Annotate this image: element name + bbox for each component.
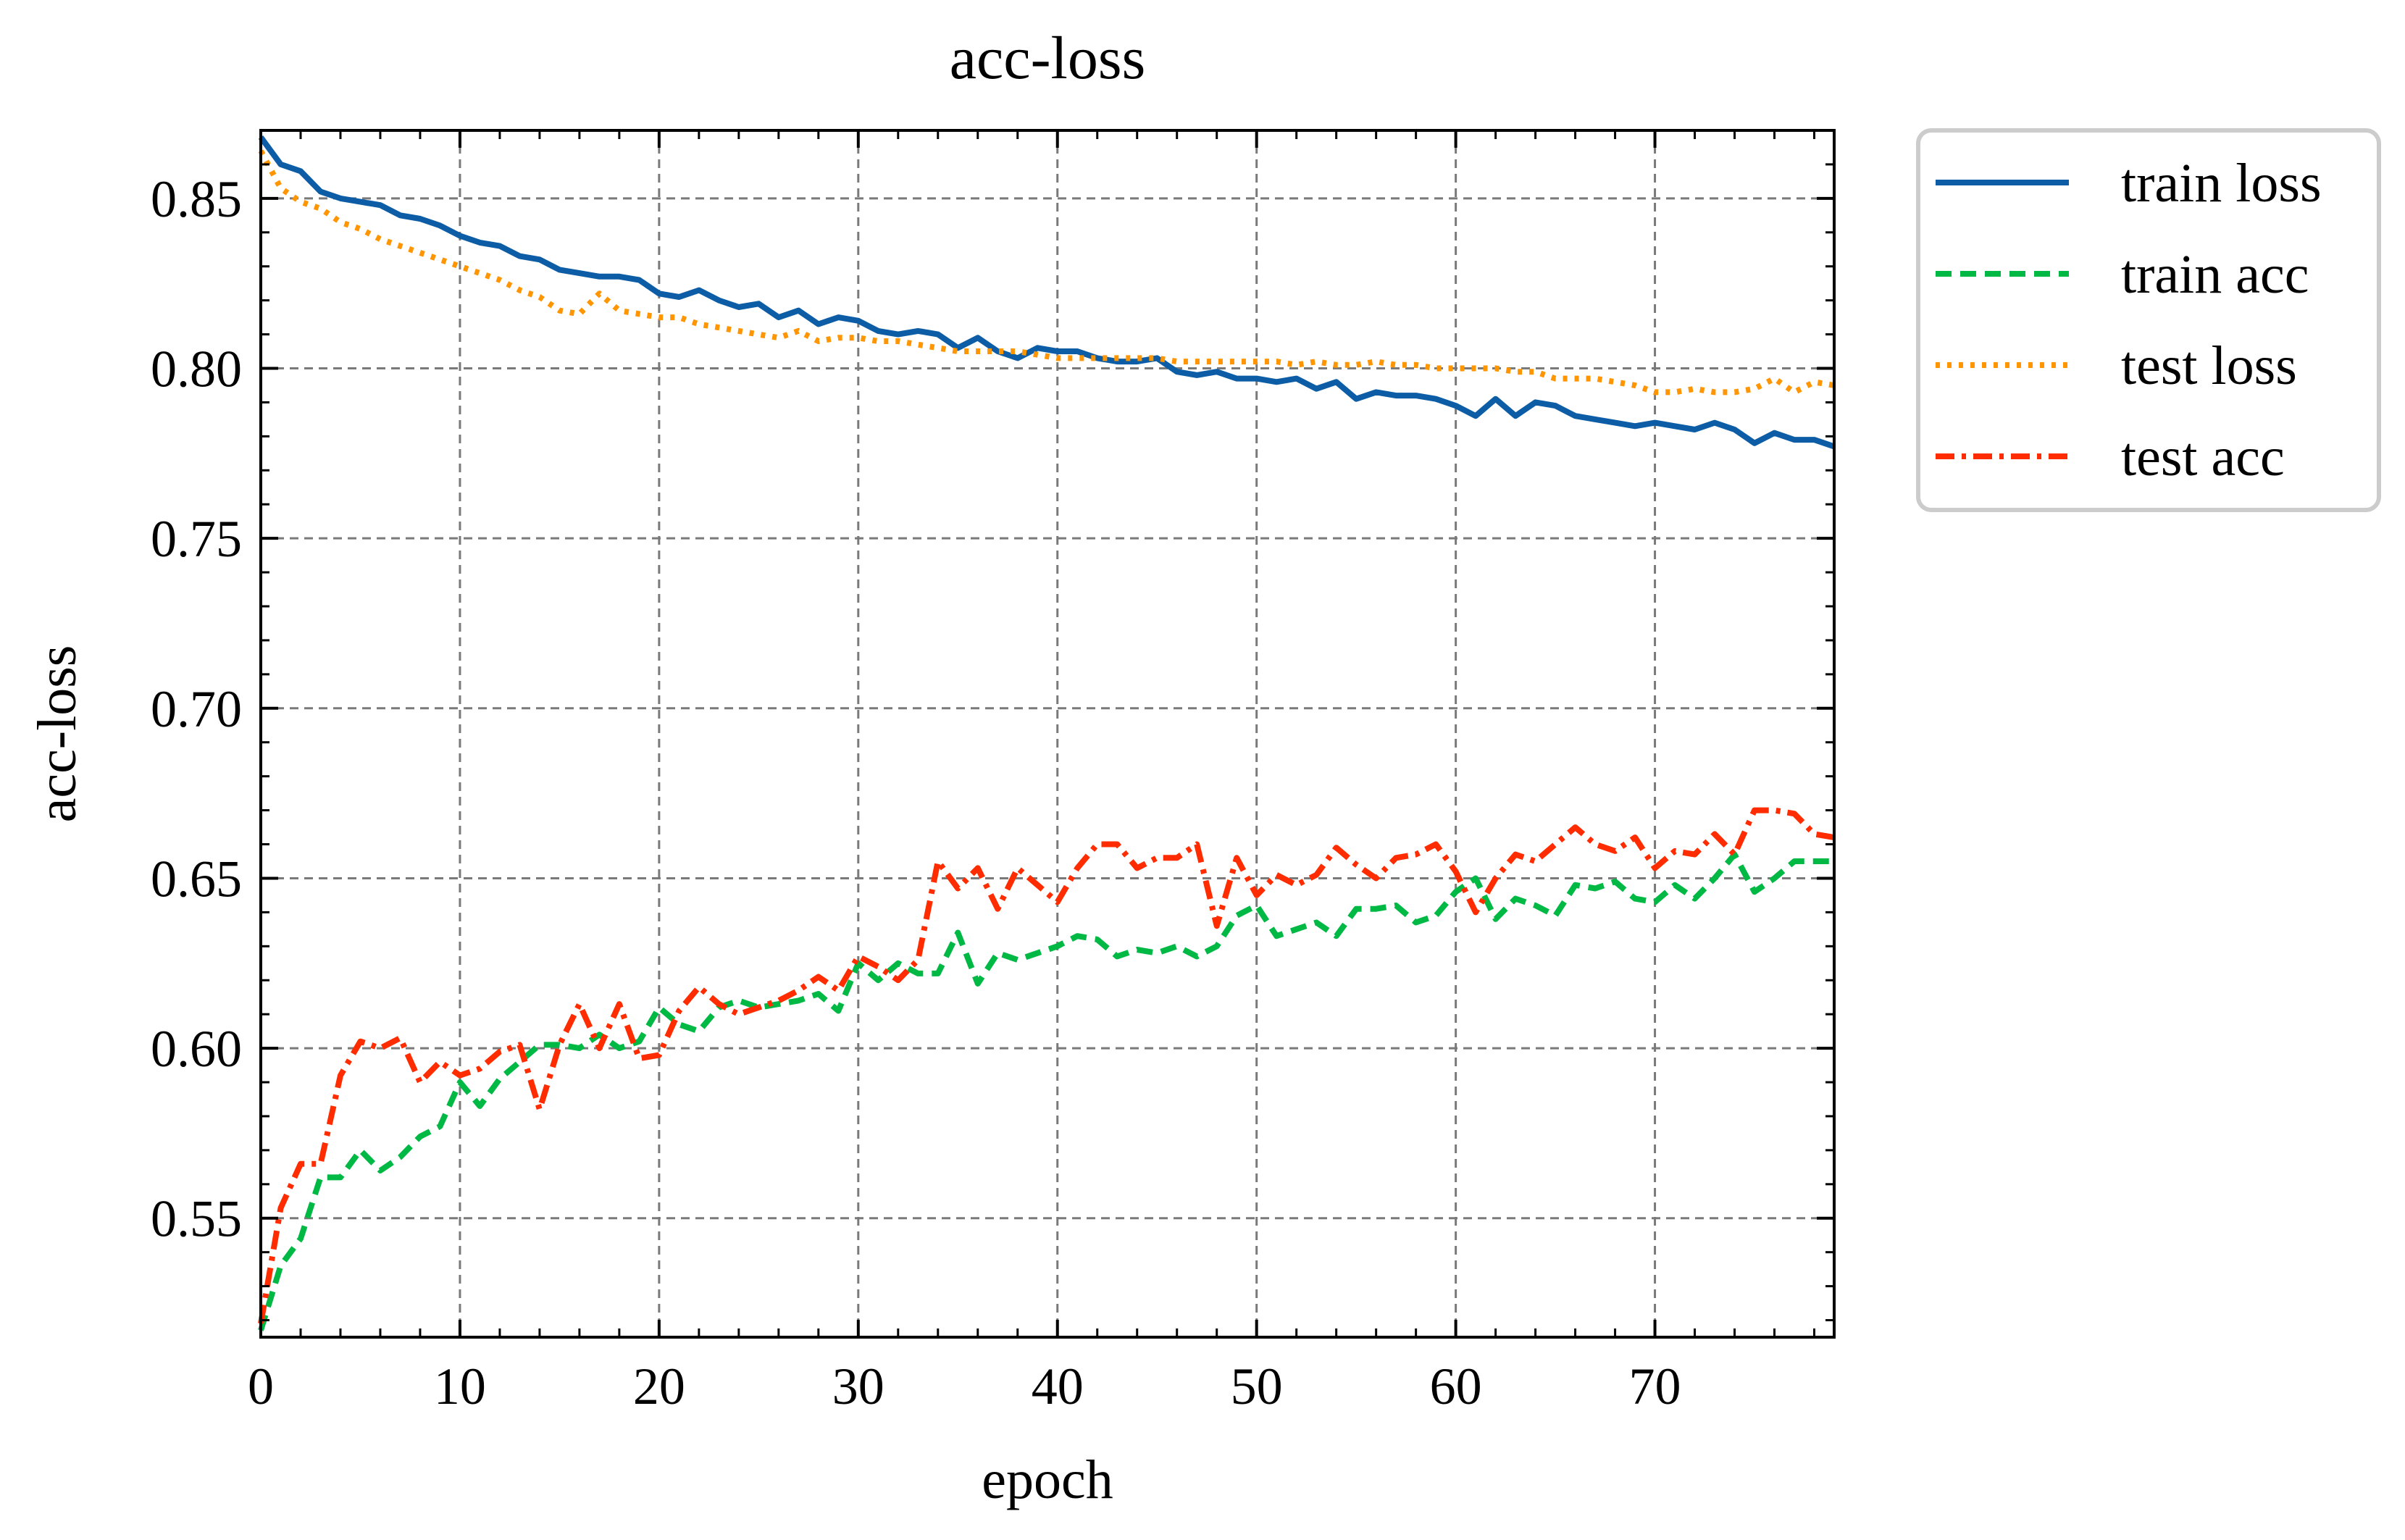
x-axis-title: epoch	[982, 1449, 1113, 1510]
y-tick-label: 0.85	[151, 170, 242, 228]
grid	[259, 130, 1834, 1337]
legend-label-test-acc: test acc	[2121, 427, 2285, 487]
tick-labels: 0 10 20 30 40 50 60 70 0.55 0.60 0.65 0.70 0.75 0.80 0…	[151, 170, 1681, 1415]
y-tick-label: 0.70	[151, 680, 242, 738]
y-tick-label: 0.60	[151, 1020, 242, 1078]
y-axis-title: acc-loss	[27, 645, 88, 823]
y-tick-label: 0.75	[151, 510, 242, 568]
x-tick-label: 40	[1032, 1357, 1084, 1415]
series-line-train-loss	[258, 135, 1836, 450]
ticks	[259, 129, 1834, 1337]
x-tick-label: 0	[248, 1357, 274, 1415]
x-tick-label: 20	[633, 1357, 685, 1415]
y-tick-label: 0.65	[151, 850, 242, 908]
x-tick-label: 30	[832, 1357, 884, 1415]
chart-title: acc-loss	[950, 25, 1146, 92]
x-tick-label: 50	[1231, 1357, 1283, 1415]
legend-label-train-acc: train acc	[2121, 244, 2309, 305]
series-line-test-acc	[258, 807, 1835, 1324]
plot-frame	[259, 129, 1836, 1339]
series-line-test-loss	[258, 149, 1835, 396]
legend-box	[1916, 128, 2381, 512]
series-layer	[258, 135, 1836, 1331]
y-tick-label: 0.80	[151, 340, 242, 398]
legend-label-test-loss: test loss	[2121, 335, 2297, 396]
legend: train loss train acc test loss test acc	[1916, 128, 2381, 512]
x-tick-label: 10	[434, 1357, 486, 1415]
y-tick-label: 0.55	[151, 1190, 242, 1248]
legend-label-train-loss: train loss	[2121, 153, 2322, 214]
x-tick-label: 60	[1430, 1357, 1482, 1415]
x-tick-label: 70	[1629, 1357, 1681, 1415]
series-line-train-acc	[258, 851, 1834, 1331]
